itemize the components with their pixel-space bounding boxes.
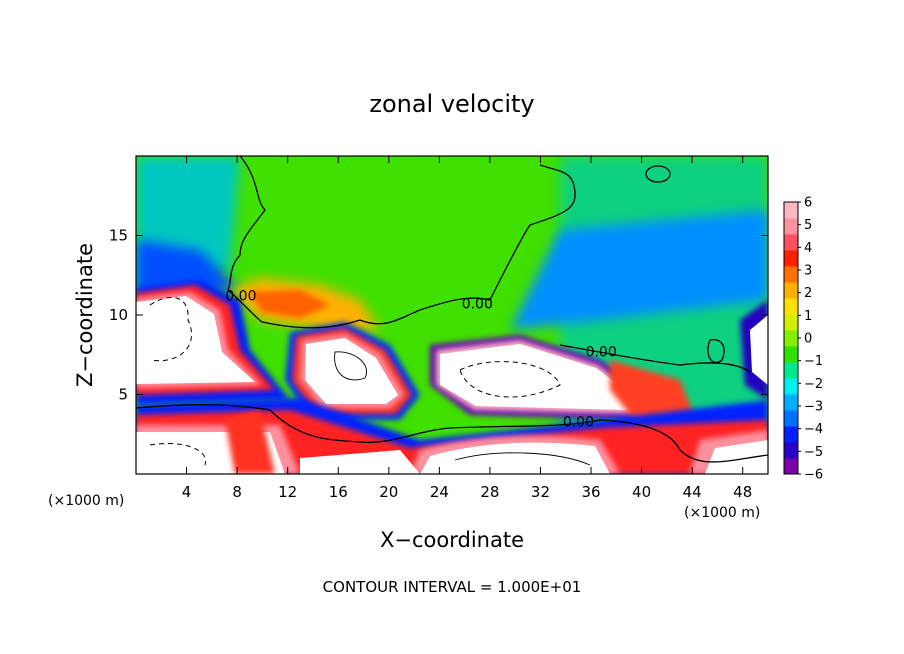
- x-axis-ticks: 4 8 12 16 20 24 28 32 36 40 44 48: [182, 156, 752, 501]
- x-tick-label: 36: [581, 483, 600, 501]
- colorbar-swatch: [784, 426, 798, 443]
- x-unit-label-right: (×1000 m): [684, 505, 760, 521]
- colorbar-swatch: [784, 314, 798, 331]
- heatmap-field: [136, 156, 768, 474]
- y-tick-label: 10: [109, 306, 128, 324]
- colorbar-tick-label: −3: [804, 400, 823, 415]
- colorbar-swatch: [784, 378, 798, 395]
- colorbar-tick-label: −4: [804, 422, 823, 437]
- colorbar-tick-label: 4: [804, 241, 812, 256]
- colorbar-tick-label: −6: [804, 468, 823, 483]
- x-tick-label: 28: [480, 483, 499, 501]
- x-tick-label: 32: [531, 483, 550, 501]
- colorbar-swatch: [784, 202, 798, 219]
- x-tick-label: 44: [683, 483, 702, 501]
- colorbar: 6 5 4 3 2 1 0 −1 −2 −3 −4 −5 −6: [783, 196, 823, 483]
- y-tick-label: 15: [109, 227, 128, 245]
- colorbar-tick-label: 2: [804, 286, 812, 301]
- colorbar-tick-label: 5: [804, 218, 812, 233]
- contour-label: 0.00: [225, 289, 256, 305]
- x-tick-label: 4: [182, 483, 192, 501]
- x-tick-label: 8: [232, 483, 242, 501]
- colorbar-tick-label: 0: [804, 332, 812, 347]
- colorbar-swatch: [784, 282, 798, 299]
- colorbar-swatch: [784, 362, 798, 379]
- contour-interval-note: CONTOUR INTERVAL = 1.000E+01: [323, 578, 582, 596]
- colorbar-tick-label: 3: [804, 264, 812, 279]
- colorbar-tick-label: −5: [804, 445, 823, 460]
- chart-title: zonal velocity: [369, 90, 534, 118]
- colorbar-tick-label: −2: [804, 377, 823, 392]
- colorbar-tick-label: −1: [804, 354, 823, 369]
- colorbar-swatch: [784, 298, 798, 315]
- colorbar-swatch: [784, 266, 798, 283]
- x-tick-label: 24: [430, 483, 449, 501]
- contour-label: 0.00: [586, 344, 617, 360]
- colorbar-swatch: [784, 346, 798, 363]
- colorbar-tick-label: 1: [804, 309, 812, 324]
- colorbar-swatch: [784, 410, 798, 427]
- x-tick-label: 40: [632, 483, 651, 501]
- colorbar-swatch: [784, 218, 798, 235]
- x-tick-label: 20: [379, 483, 398, 501]
- colorbar-swatch: [784, 458, 798, 475]
- contour-label: 0.00: [563, 414, 594, 430]
- x-tick-label: 16: [329, 483, 348, 501]
- y-tick-label: 5: [118, 386, 128, 404]
- colorbar-swatch: [784, 234, 798, 251]
- x-axis-label: X−coordinate: [380, 528, 524, 552]
- colorbar-swatch: [784, 394, 798, 411]
- x-unit-label-left: (×1000 m): [48, 493, 124, 509]
- colorbar-swatch: [784, 330, 798, 347]
- y-axis-ticks: 5 10 15: [109, 227, 768, 404]
- colorbar-tick-label: 6: [804, 196, 812, 211]
- colorbar-swatch: [784, 250, 798, 267]
- x-tick-label: 12: [278, 483, 297, 501]
- colorbar-swatch: [784, 442, 798, 459]
- contour-label: 0.00: [462, 297, 493, 313]
- y-axis-label: Z−coordinate: [73, 243, 97, 387]
- x-tick-label: 48: [733, 483, 752, 501]
- contour-labels: 0.00 0.00 0.00 0.00: [225, 289, 616, 431]
